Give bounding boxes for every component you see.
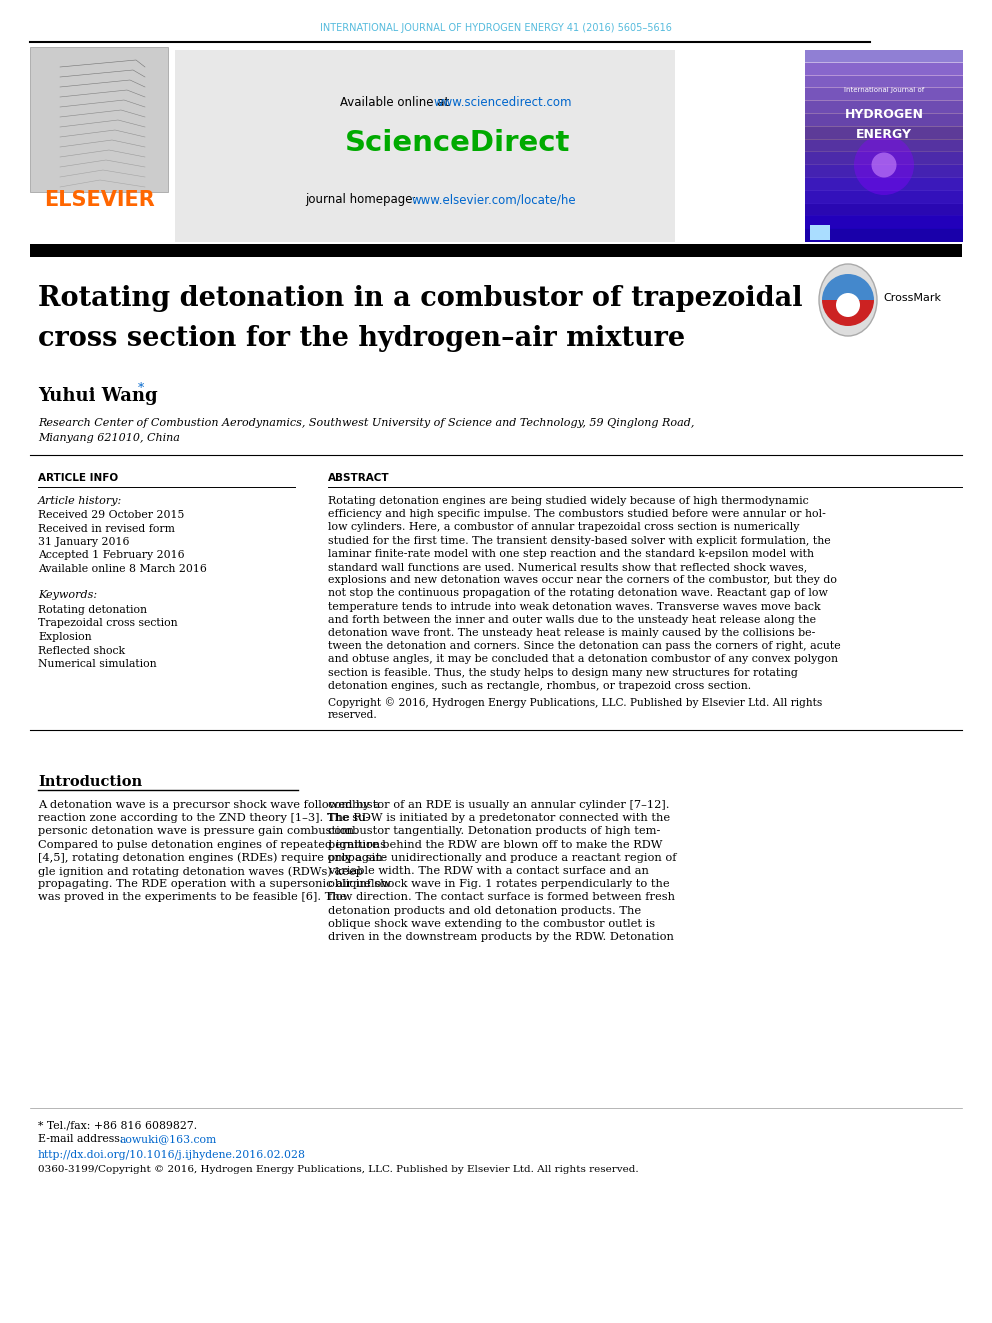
Text: ABSTRACT: ABSTRACT [328,474,390,483]
Bar [175,50,675,242]
Bar [805,202,963,217]
Text: not stop the continuous propagation of the rotating detonation wave. Reactant ga: not stop the continuous propagation of t… [328,589,828,598]
Bar [805,228,963,242]
Bar [805,87,963,101]
Text: personic detonation wave is pressure gain combustion.: personic detonation wave is pressure gai… [38,827,358,836]
Circle shape [836,292,860,318]
Bar [805,62,963,75]
Text: CrossMark: CrossMark [883,292,941,303]
Text: oblique shock wave extending to the combustor outlet is: oblique shock wave extending to the comb… [328,918,655,929]
Text: temperature tends to intrude into weak detonation waves. Transverse waves move b: temperature tends to intrude into weak d… [328,602,820,611]
Text: 0360-3199/Copyright © 2016, Hydrogen Energy Publications, LLC. Published by Else: 0360-3199/Copyright © 2016, Hydrogen Ene… [38,1166,639,1174]
Text: Article history:: Article history: [38,496,122,505]
Text: HYDROGEN: HYDROGEN [844,108,924,122]
Text: Mianyang 621010, China: Mianyang 621010, China [38,433,180,443]
Text: Received in revised form: Received in revised form [38,524,175,533]
Text: efficiency and high specific impulse. The combustors studied before were annular: efficiency and high specific impulse. Th… [328,509,826,519]
Text: Keywords:: Keywords: [38,590,97,601]
Text: cross section for the hydrogen–air mixture: cross section for the hydrogen–air mixtu… [38,325,685,352]
Text: journal homepage:: journal homepage: [305,193,421,206]
Bar [805,177,963,191]
Text: Rotating detonation in a combustor of trapezoidal: Rotating detonation in a combustor of tr… [38,284,803,312]
Text: *: * [138,382,144,396]
Text: detonation products and old detonation products. The: detonation products and old detonation p… [328,906,641,916]
Ellipse shape [819,265,877,336]
Text: Available online 8 March 2016: Available online 8 March 2016 [38,564,207,574]
Text: Trapezoidal cross section: Trapezoidal cross section [38,618,178,628]
Bar [805,139,963,152]
Bar [805,216,963,229]
Ellipse shape [872,152,897,177]
Text: propagate unidirectionally and produce a reactant region of: propagate unidirectionally and produce a… [328,853,677,863]
Text: E-mail address:: E-mail address: [38,1134,127,1144]
Text: was proved in the experiments to be feasible [6]. The: was proved in the experiments to be feas… [38,893,346,902]
Bar [805,126,963,140]
Text: explosions and new detonation waves occur near the corners of the combustor, but: explosions and new detonation waves occu… [328,576,837,585]
Bar [805,164,963,179]
Text: Accepted 1 February 2016: Accepted 1 February 2016 [38,550,185,561]
Text: INTERNATIONAL JOURNAL OF HYDROGEN ENERGY 41 (2016) 5605–5616: INTERNATIONAL JOURNAL OF HYDROGEN ENERGY… [320,22,672,33]
Text: studied for the first time. The transient density-based solver with explicit for: studied for the first time. The transien… [328,536,830,545]
Text: combustor tangentially. Detonation products of high tem-: combustor tangentially. Detonation produ… [328,827,661,836]
Text: and obtuse angles, it may be concluded that a detonation combustor of any convex: and obtuse angles, it may be concluded t… [328,655,838,664]
Text: Received 29 October 2015: Received 29 October 2015 [38,509,185,520]
Bar [805,74,963,89]
Text: The RDW is initiated by a predetonator connected with the: The RDW is initiated by a predetonator c… [328,814,671,823]
Text: laminar finite-rate model with one step reaction and the standard k-epsilon mode: laminar finite-rate model with one step … [328,549,814,558]
Text: ELSEVIER: ELSEVIER [44,191,155,210]
Text: detonation engines, such as rectangle, rhombus, or trapezoid cross section.: detonation engines, such as rectangle, r… [328,681,751,691]
Bar [805,101,963,114]
Text: flow direction. The contact surface is formed between fresh: flow direction. The contact surface is f… [328,893,675,902]
Bar [805,151,963,165]
Text: oblique shock wave in Fig. 1 rotates perpendicularly to the: oblique shock wave in Fig. 1 rotates per… [328,880,670,889]
Text: www.elsevier.com/locate/he: www.elsevier.com/locate/he [412,193,576,206]
Text: reaction zone according to the ZND theory [1–3]. The su-: reaction zone according to the ZND theor… [38,814,369,823]
Text: and forth between the inner and outer walls due to the unsteady heat release alo: and forth between the inner and outer wa… [328,615,816,624]
Bar [805,49,963,62]
Text: Compared to pulse detonation engines of repeated ignitions: Compared to pulse detonation engines of … [38,840,386,849]
Text: tween the detonation and corners. Since the detonation can pass the corners of r: tween the detonation and corners. Since … [328,642,841,651]
Text: www.sciencedirect.com: www.sciencedirect.com [433,97,571,110]
Text: Explosion: Explosion [38,632,91,642]
Bar [805,189,963,204]
Text: Yuhui Wang: Yuhui Wang [38,388,158,405]
Text: gle ignition and rotating detonation waves (RDWs) keep: gle ignition and rotating detonation wav… [38,867,363,877]
Bar [30,48,168,192]
Text: ENERGY: ENERGY [856,128,912,142]
Wedge shape [822,274,874,300]
Text: A detonation wave is a precursor shock wave followed by a: A detonation wave is a precursor shock w… [38,800,380,810]
Text: [4,5], rotating detonation engines (RDEs) require only a sin-: [4,5], rotating detonation engines (RDEs… [38,853,387,864]
Wedge shape [822,300,874,325]
Text: http://dx.doi.org/10.1016/j.ijhydene.2016.02.028: http://dx.doi.org/10.1016/j.ijhydene.201… [38,1150,306,1160]
Text: Copyright © 2016, Hydrogen Energy Publications, LLC. Published by Elsevier Ltd. : Copyright © 2016, Hydrogen Energy Public… [328,697,822,708]
Text: standard wall functions are used. Numerical results show that reflected shock wa: standard wall functions are used. Numeri… [328,562,807,572]
Ellipse shape [854,135,914,194]
Text: Rotating detonation: Rotating detonation [38,605,147,615]
Text: propagating. The RDE operation with a supersonic air inflow: propagating. The RDE operation with a su… [38,880,391,889]
Bar [810,225,830,239]
Text: Research Center of Combustion Aerodynamics, Southwest University of Science and : Research Center of Combustion Aerodynami… [38,418,694,429]
Text: driven in the downstream products by the RDW. Detonation: driven in the downstream products by the… [328,931,674,942]
Text: low cylinders. Here, a combustor of annular trapezoidal cross section is numeric: low cylinders. Here, a combustor of annu… [328,523,800,532]
Text: Numerical simulation: Numerical simulation [38,659,157,669]
Text: detonation wave front. The unsteady heat release is mainly caused by the collisi: detonation wave front. The unsteady heat… [328,628,815,638]
Bar [805,50,963,242]
Text: reserved.: reserved. [328,710,378,720]
Text: ScienceDirect: ScienceDirect [345,130,570,157]
Text: Introduction: Introduction [38,775,142,789]
Text: Rotating detonation engines are being studied widely because of high thermodynam: Rotating detonation engines are being st… [328,496,808,505]
Bar [30,243,962,257]
Text: Available online at: Available online at [340,97,453,110]
Text: section is feasible. Thus, the study helps to design many new structures for rot: section is feasible. Thus, the study hel… [328,668,798,677]
Text: International Journal of: International Journal of [844,87,925,93]
Bar [805,112,963,127]
Text: 31 January 2016: 31 January 2016 [38,537,130,546]
Text: perature behind the RDW are blown off to make the RDW: perature behind the RDW are blown off to… [328,840,663,849]
Text: variable width. The RDW with a contact surface and an: variable width. The RDW with a contact s… [328,867,649,876]
Text: combustor of an RDE is usually an annular cylinder [7–12].: combustor of an RDE is usually an annula… [328,800,670,810]
Text: Reflected shock: Reflected shock [38,646,125,655]
Text: ARTICLE INFO: ARTICLE INFO [38,474,118,483]
Text: aowuki@163.com: aowuki@163.com [120,1134,217,1144]
Text: * Tel./fax: +86 816 6089827.: * Tel./fax: +86 816 6089827. [38,1121,197,1130]
